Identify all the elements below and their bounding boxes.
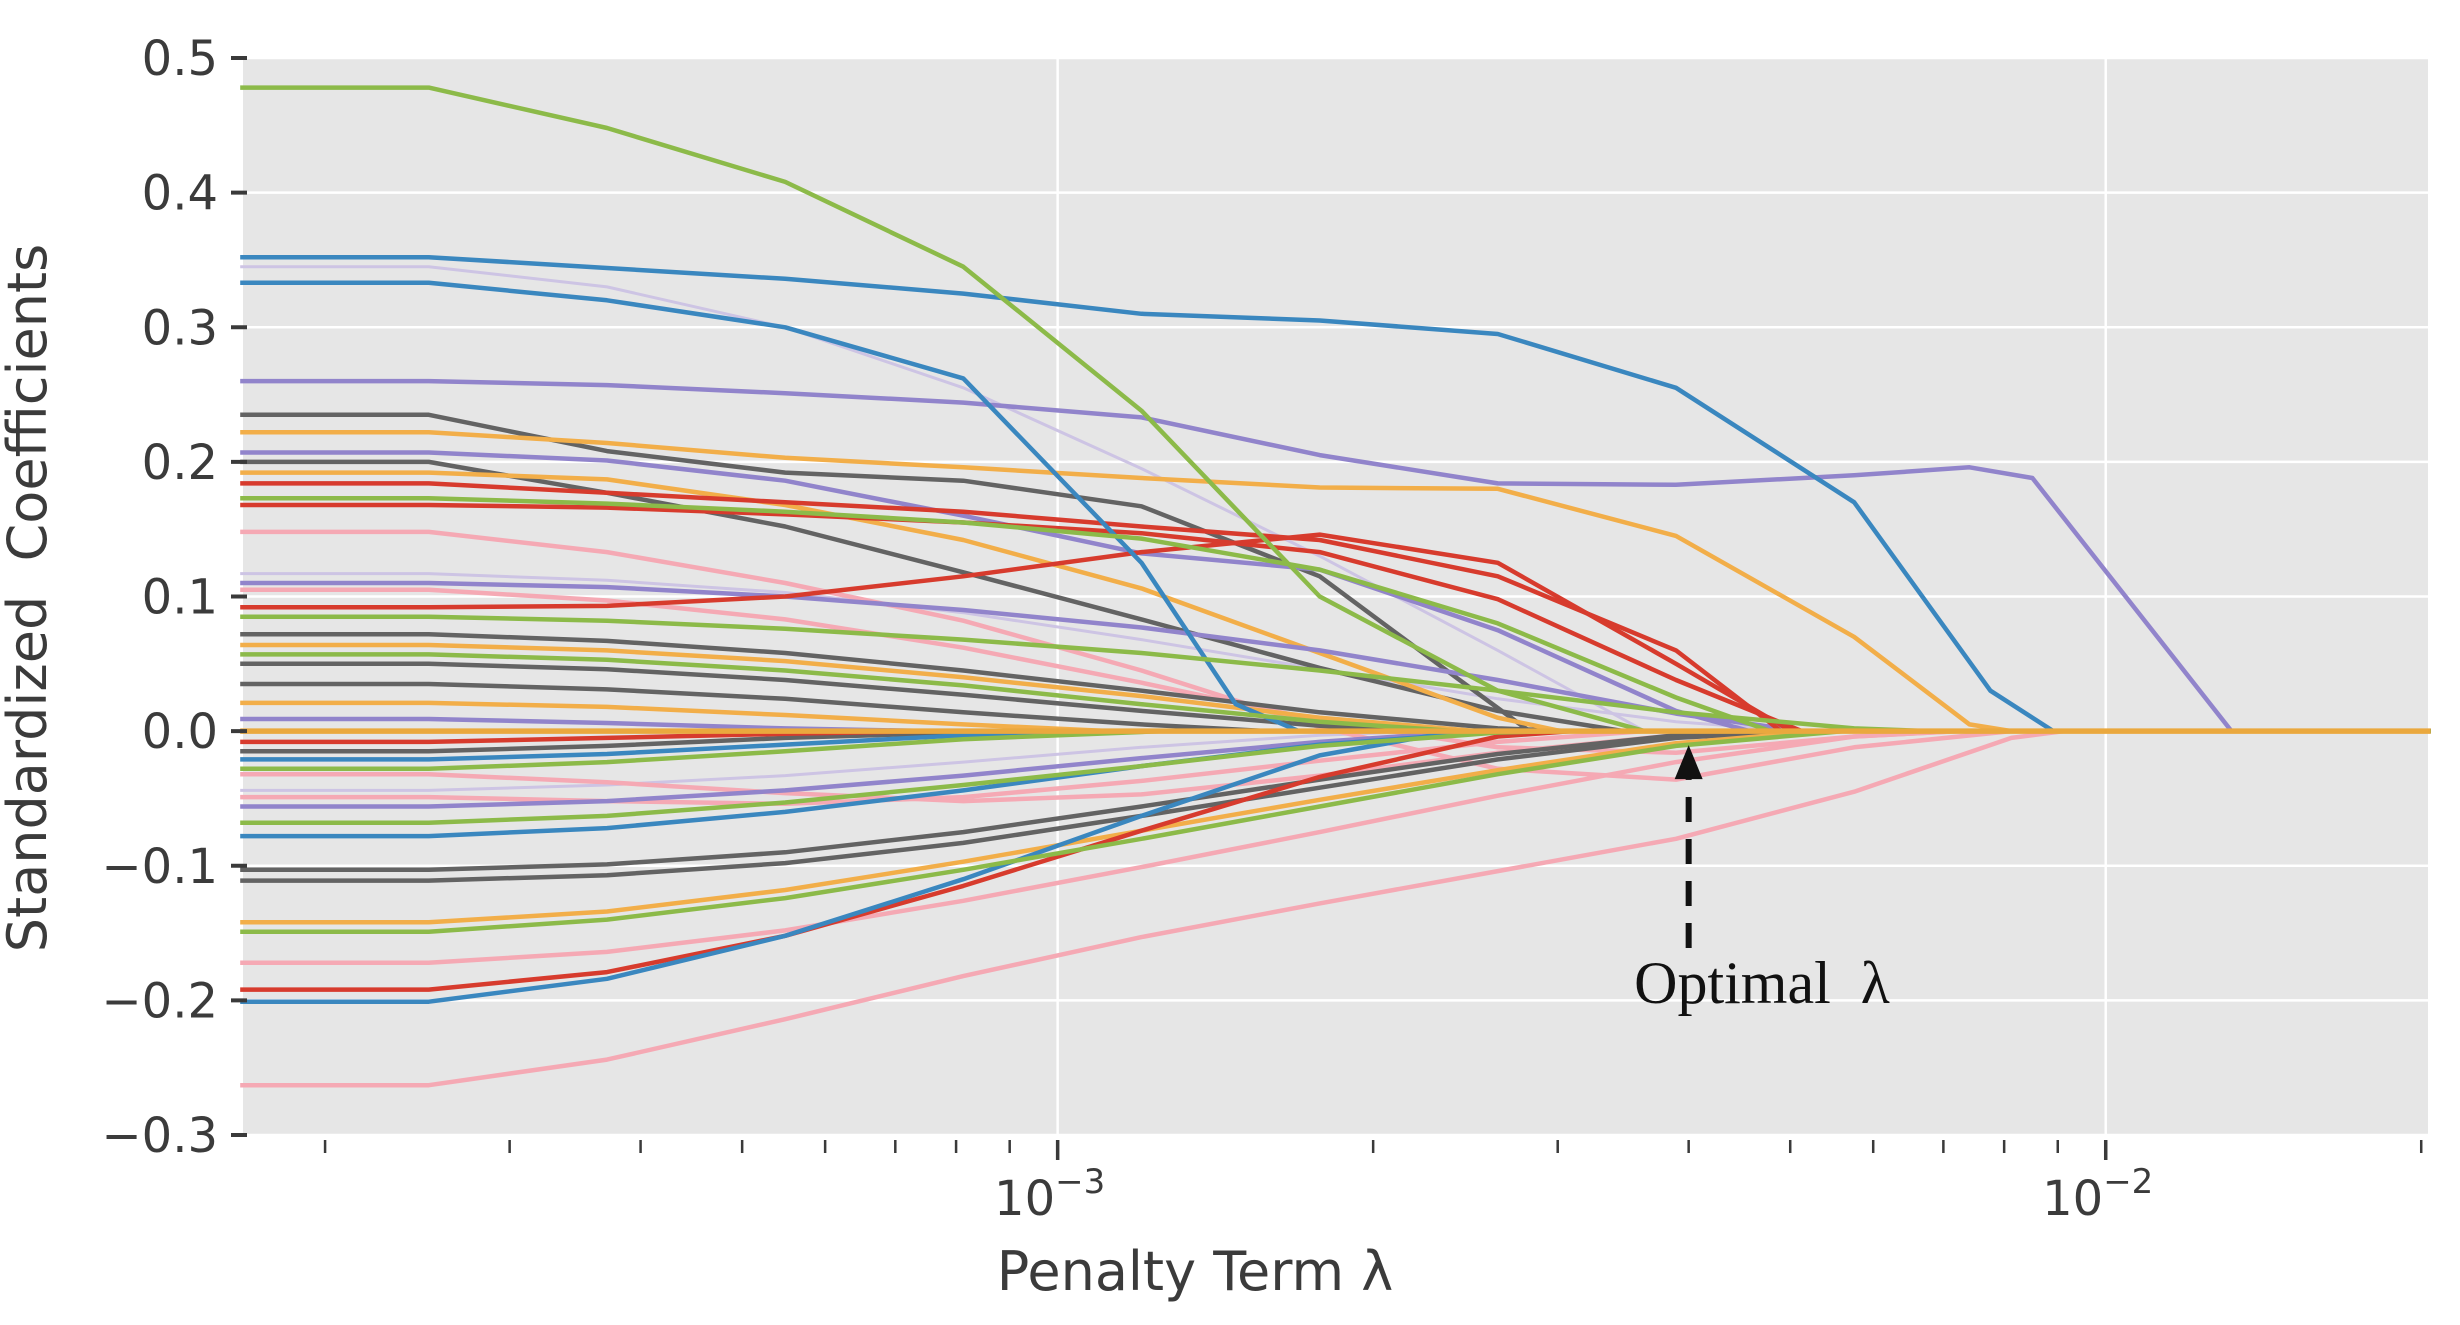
optimal-lambda-annotation: Optimal λ xyxy=(1634,950,1890,1016)
coefficient-path-line xyxy=(240,728,2431,1088)
coefficient-path-line xyxy=(240,85,2431,734)
coefficient-path-line xyxy=(240,495,2431,734)
annotation-layer xyxy=(1674,745,1703,948)
x-axis-label: Penalty Term λ xyxy=(997,1240,1393,1303)
coefficient-path-line xyxy=(240,378,2431,734)
coefficient-path-line xyxy=(240,412,2431,734)
x-tick-label: 10−3 xyxy=(994,1162,1105,1227)
y-tick-label: −0.2 xyxy=(101,973,218,1029)
y-tick-label: 0.2 xyxy=(142,435,218,491)
y-tick-label: 0.4 xyxy=(142,166,218,222)
y-tick-label: 0.0 xyxy=(142,704,218,760)
y-tick-label: 0.3 xyxy=(142,300,218,356)
y-axis-label: Standardized Coefficients xyxy=(0,244,59,952)
coefficient-path-line xyxy=(240,502,2431,734)
tick-layer: 0.5 0.4 0.3 0.2 0.1 0.0 −0.1 −0.2 −0.3 10−3 10−2 xyxy=(101,31,2423,1227)
coefficient-path-line xyxy=(240,481,2431,734)
coefficient-path-line xyxy=(240,652,2431,734)
series-layer xyxy=(240,85,2431,1088)
coefficient-path-line xyxy=(240,572,2431,733)
x-tick-label: 10−2 xyxy=(2042,1162,2153,1227)
y-tick-label: 0.5 xyxy=(142,31,218,87)
coefficient-path-line xyxy=(240,254,2431,734)
coefficient-path-line xyxy=(240,580,2431,734)
coefficient-path-line xyxy=(240,265,2431,733)
coefficient-path-line xyxy=(240,280,2431,734)
coefficient-path-line xyxy=(240,728,2431,965)
coefficient-path-line xyxy=(240,728,2431,807)
coefficient-path-line xyxy=(240,728,2431,934)
coefficient-path-line xyxy=(240,642,2431,734)
coefficient-path-line xyxy=(240,532,2431,734)
y-tick-label: −0.3 xyxy=(101,1108,218,1164)
y-tick-label: 0.1 xyxy=(142,570,218,626)
coefficient-path-line xyxy=(240,430,2431,734)
y-tick-label: −0.1 xyxy=(101,839,218,895)
optimal-lambda-arrowhead xyxy=(1674,745,1703,780)
